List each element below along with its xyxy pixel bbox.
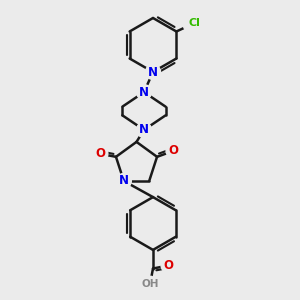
Circle shape xyxy=(166,143,181,158)
Text: OH: OH xyxy=(141,279,159,289)
Text: N: N xyxy=(148,65,158,79)
Text: N: N xyxy=(139,123,149,136)
Text: Cl: Cl xyxy=(188,18,200,28)
Circle shape xyxy=(142,276,158,292)
Text: N: N xyxy=(139,85,149,99)
Circle shape xyxy=(183,12,206,34)
Text: O: O xyxy=(95,147,105,160)
Text: O: O xyxy=(164,259,174,272)
Circle shape xyxy=(93,146,108,161)
Circle shape xyxy=(161,258,176,273)
Circle shape xyxy=(146,64,160,80)
Circle shape xyxy=(116,173,131,188)
Circle shape xyxy=(136,85,152,100)
Circle shape xyxy=(136,122,152,137)
Text: N: N xyxy=(119,175,129,188)
Text: O: O xyxy=(169,144,178,157)
